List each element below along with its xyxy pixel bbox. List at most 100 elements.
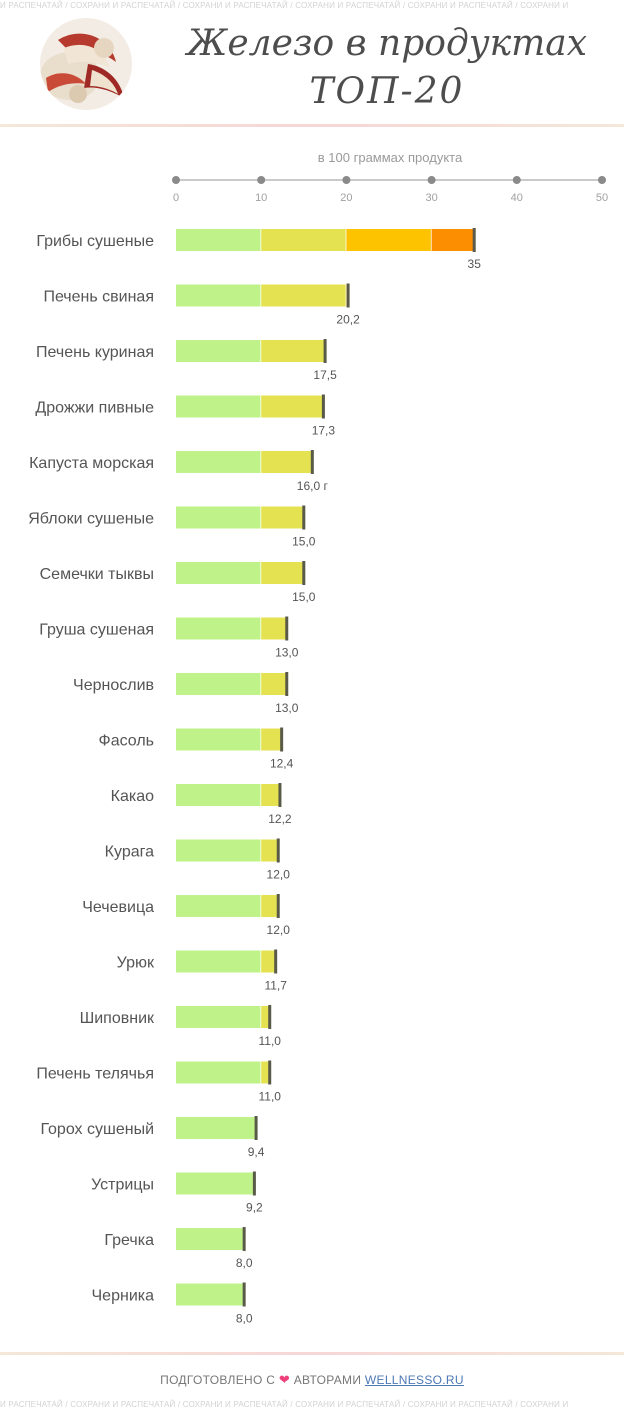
category-label: Печень куриная xyxy=(36,344,154,361)
category-label: Какао xyxy=(111,788,154,805)
value-label: 20,2 xyxy=(336,313,360,327)
bar-end-cap xyxy=(302,505,306,530)
category-label: Капуста морская xyxy=(29,455,154,472)
bar-end-cap xyxy=(276,838,280,863)
bar-end-cap xyxy=(310,450,314,474)
bar-segment xyxy=(176,1006,262,1028)
bar-segment xyxy=(176,673,262,695)
bar-segment xyxy=(176,1283,245,1306)
bar-segment xyxy=(261,950,276,973)
x-tick-label: 30 xyxy=(425,192,437,204)
bar-end-cap xyxy=(285,616,289,641)
header: Железо в продуктах ТОП-20 xyxy=(0,0,624,128)
wellnesso-link[interactable]: WELLNESSO.RU xyxy=(364,1373,464,1387)
category-label: Печень телячья xyxy=(36,1066,154,1083)
page-title: Железо в продуктах xyxy=(186,23,588,64)
bar-segment xyxy=(261,728,282,751)
category-label: Печень свиная xyxy=(43,289,154,306)
bar-segment xyxy=(261,506,304,529)
x-tick-label: 10 xyxy=(255,192,267,204)
bar-segment xyxy=(261,895,279,917)
bar-segment xyxy=(176,562,262,584)
watermark-top: И РАСПЕЧАТАЙ / СОХРАНИ И РАСПЕЧАТАЙ / СО… xyxy=(0,1,569,10)
value-label: 13,0 xyxy=(275,646,299,660)
bar-segment xyxy=(261,395,324,418)
bar-segment xyxy=(261,284,347,307)
page-subtitle: ТОП-20 xyxy=(309,71,465,112)
x-tick-dot xyxy=(172,176,180,184)
bar-segment xyxy=(176,1172,255,1195)
bar-segment xyxy=(261,340,326,362)
bar-end-cap xyxy=(242,1227,246,1251)
category-label: Урюк xyxy=(117,955,155,972)
value-label: 11,0 xyxy=(258,1090,281,1104)
value-label: 11,7 xyxy=(264,979,287,993)
bar-end-cap xyxy=(276,894,280,918)
value-label: 12,0 xyxy=(267,868,291,882)
x-tick-label: 50 xyxy=(596,192,608,204)
bar-segment xyxy=(346,229,432,251)
bar-segment xyxy=(176,284,262,307)
bar-segment xyxy=(261,617,287,640)
value-label: 11,0 xyxy=(258,1034,281,1048)
header-divider xyxy=(0,124,624,127)
bar-segment xyxy=(176,506,262,529)
value-label: 35 xyxy=(468,257,482,271)
category-label: Устрицы xyxy=(91,1177,154,1194)
heart-icon: ❤ xyxy=(278,1372,291,1387)
value-label: 17,5 xyxy=(313,368,337,382)
bar-end-cap xyxy=(268,1060,272,1085)
category-label: Горох сушеный xyxy=(40,1121,154,1138)
bar-segment xyxy=(176,617,262,640)
bar-segment xyxy=(176,839,262,862)
bar-segment xyxy=(176,395,262,418)
bar-end-cap xyxy=(285,672,289,696)
x-tick-label: 20 xyxy=(340,192,352,204)
bar-segment xyxy=(176,950,262,973)
category-label: Чернослив xyxy=(73,677,154,694)
watermark-bottom: И РАСПЕЧАТАЙ / СОХРАНИ И РАСПЕЧАТАЙ / СО… xyxy=(0,1400,569,1409)
bar-end-cap xyxy=(278,783,282,807)
category-label: Гречка xyxy=(104,1232,154,1249)
bar-segment xyxy=(176,895,262,917)
value-label: 16,0 г xyxy=(297,479,329,493)
category-label: Семечки тыквы xyxy=(40,566,154,583)
bar-segment xyxy=(261,1061,270,1084)
footer-prefix: ПОДГОТОВЛЕНО С xyxy=(160,1373,276,1387)
category-label: Чечевица xyxy=(82,899,154,916)
bar-segment xyxy=(261,562,304,584)
bar-end-cap xyxy=(268,1005,272,1029)
bar-end-cap xyxy=(280,727,284,752)
value-label: 15,0 xyxy=(292,535,316,549)
category-label: Курага xyxy=(105,844,154,861)
footer-middle: АВТОРАМИ xyxy=(293,1373,362,1387)
axis-label: в 100 граммах продукта xyxy=(317,150,463,165)
bar-segment xyxy=(431,229,475,251)
category-label: Яблоки сушеные xyxy=(28,511,154,528)
x-tick-label: 40 xyxy=(511,192,523,204)
bar-segment xyxy=(176,229,262,251)
bar-segment xyxy=(261,784,280,806)
x-tick-label: 0 xyxy=(173,192,179,204)
x-tick-dot xyxy=(257,176,266,184)
value-label: 8,0 xyxy=(236,1256,253,1270)
category-label: Груша сушеная xyxy=(39,622,154,639)
value-label: 15,0 xyxy=(292,590,316,604)
bar-end-cap xyxy=(346,283,350,308)
bar-segment xyxy=(176,451,262,473)
bar-segment xyxy=(261,229,347,251)
footer: ПОДГОТОВЛЕНО С ❤ АВТОРАМИ WELLNESSO.RU xyxy=(0,1372,624,1388)
bar-segment xyxy=(261,673,287,695)
bar-end-cap xyxy=(254,1116,258,1140)
category-label: Дрожжи пивные xyxy=(35,400,154,417)
value-label: 13,0 xyxy=(275,701,299,715)
bar-end-cap xyxy=(252,1171,256,1196)
bar-segment xyxy=(261,1006,270,1028)
bar-segment xyxy=(176,784,262,806)
bar-segment xyxy=(176,728,262,751)
bar-end-cap xyxy=(321,394,325,419)
value-label: 9,4 xyxy=(248,1145,265,1159)
bar-end-cap xyxy=(274,949,278,974)
category-label: Шиповник xyxy=(80,1010,155,1027)
